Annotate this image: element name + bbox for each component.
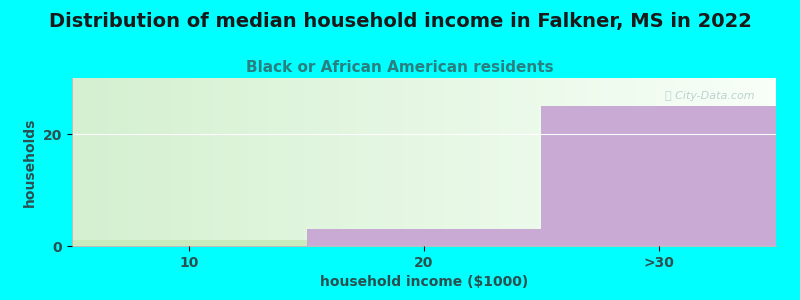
Y-axis label: households: households xyxy=(23,117,38,207)
Text: Distribution of median household income in Falkner, MS in 2022: Distribution of median household income … xyxy=(49,12,751,31)
Text: ⓘ City-Data.com: ⓘ City-Data.com xyxy=(666,92,755,101)
Text: Black or African American residents: Black or African American residents xyxy=(246,60,554,75)
Bar xyxy=(306,229,542,246)
Bar xyxy=(72,240,306,246)
Bar xyxy=(542,106,776,246)
X-axis label: household income ($1000): household income ($1000) xyxy=(320,275,528,289)
